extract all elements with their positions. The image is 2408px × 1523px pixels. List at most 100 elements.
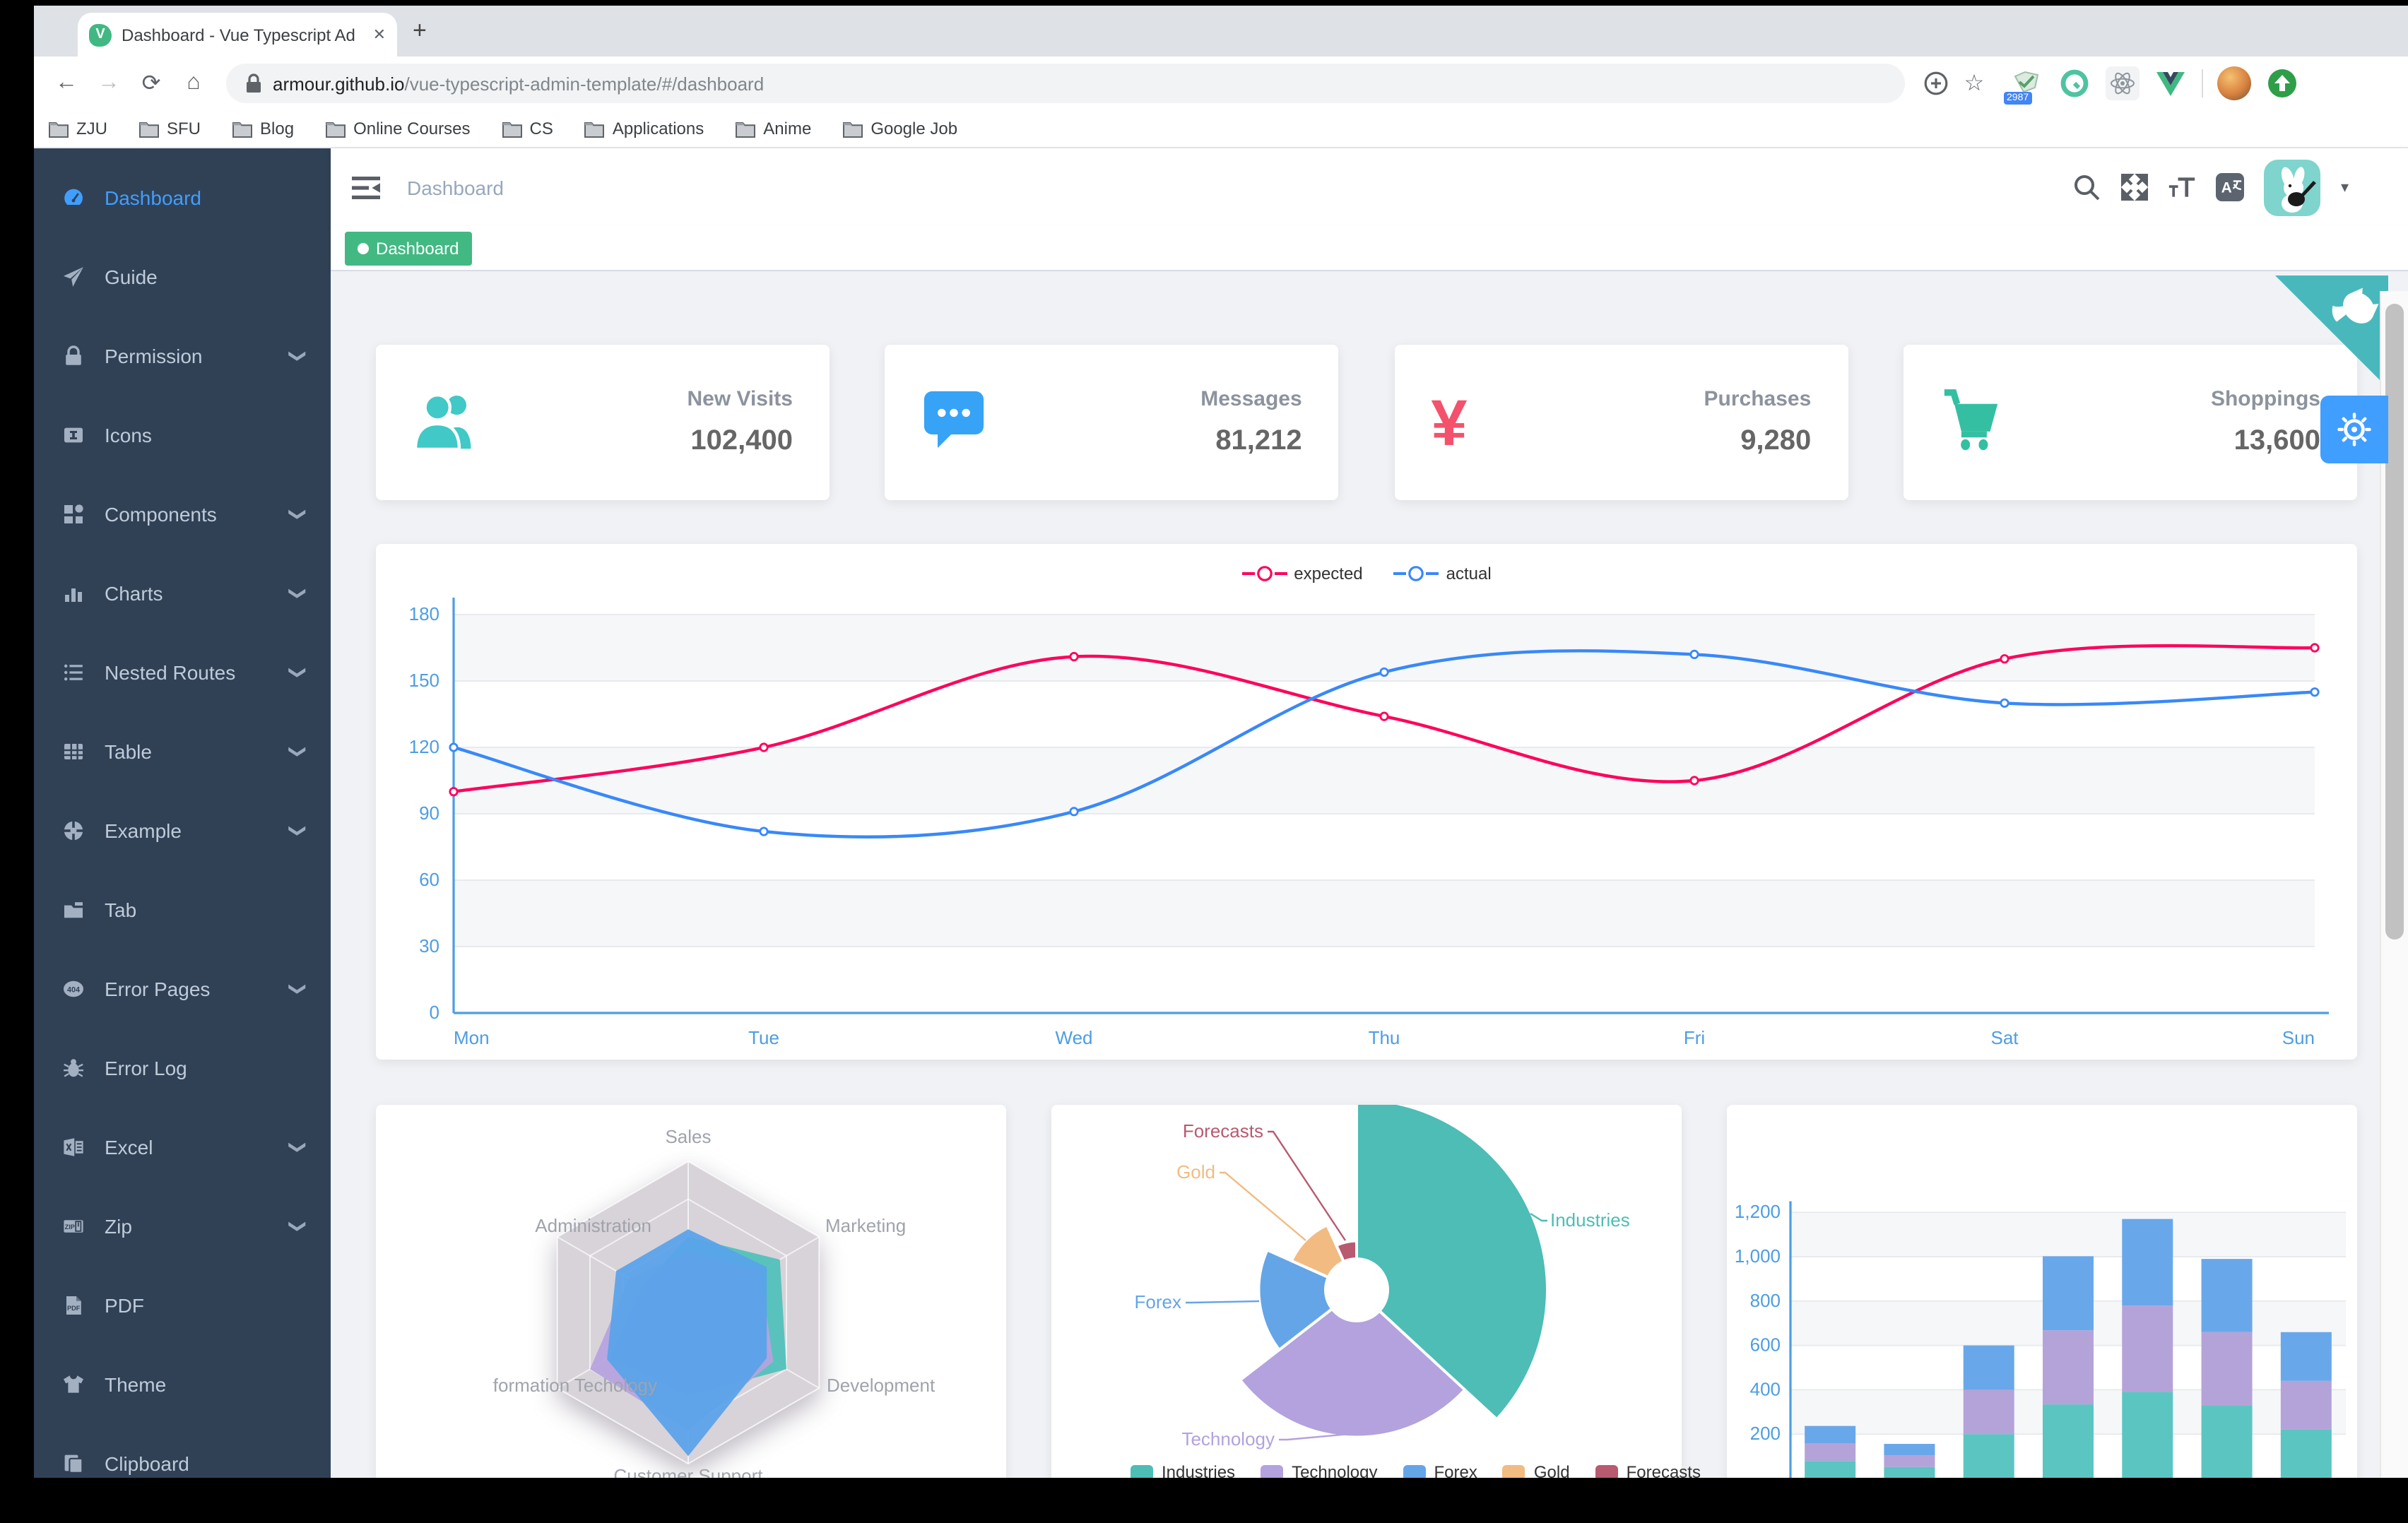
update-arrow-icon[interactable] (2265, 66, 2299, 100)
sidebar-item-components[interactable]: Components ❯ (34, 475, 331, 554)
folder-icon (139, 122, 159, 137)
card-label: New Visits (687, 387, 793, 411)
svg-text:PDF: PDF (67, 1305, 81, 1312)
bookmark-label: ZJU (76, 119, 107, 138)
bookmark-star-icon[interactable]: ☆ (1964, 72, 1985, 96)
radar-axis-label: Marketing (825, 1215, 906, 1236)
avatar-caret-icon[interactable]: ▾ (2340, 179, 2349, 196)
home-icon[interactable]: ⌂ (187, 71, 201, 95)
react-devtools-icon[interactable] (2106, 66, 2140, 100)
sidebar-item-label: Components (105, 503, 217, 526)
sidebar-item-permission[interactable]: Permission ❯ (34, 316, 331, 396)
translate-icon[interactable]: A (2216, 173, 2245, 201)
legend-item-expected[interactable]: expected (1241, 564, 1363, 583)
new-tab-button[interactable]: + (413, 17, 427, 44)
lock-icon (62, 345, 85, 367)
sidebar-item-example[interactable]: Example ❯ (34, 791, 331, 870)
pie-legend-item[interactable]: Gold (1502, 1462, 1570, 1478)
stat-card-new-visits[interactable]: New Visits 102,400 (376, 345, 830, 500)
sidebar-item-dashboard[interactable]: Dashboard (34, 158, 331, 237)
hamburger-icon[interactable] (350, 172, 382, 203)
svg-text:1,200: 1,200 (1735, 1201, 1781, 1222)
legend-item-actual[interactable]: actual (1393, 564, 1492, 583)
card-value: 13,600 (2233, 425, 2320, 456)
sidebar-item-label: Zip (105, 1215, 132, 1238)
url-bar[interactable]: armour.github.io/vue-typescript-admin-te… (226, 64, 1905, 103)
svg-text:Sun: Sun (2282, 1027, 2315, 1048)
sidebar-item-table[interactable]: Table ❯ (34, 712, 331, 791)
main-area: Dashboard (331, 148, 2408, 1478)
text-size-icon[interactable] (2168, 173, 2197, 201)
stat-card-messages[interactable]: Messages 81,212 (885, 345, 1339, 500)
extension-badge: 2987 (2004, 92, 2032, 105)
tag-label: Dashboard (376, 238, 459, 258)
forward-icon[interactable]: → (98, 71, 120, 95)
bookmark-item[interactable]: Blog (232, 119, 294, 138)
sidebar-item-icons[interactable]: Icons (34, 396, 331, 475)
dashboard-content: New Visits 102,400 Messages 81,212 ¥ Purchase… (331, 271, 2408, 1478)
chevron-down-icon: ❯ (288, 506, 308, 522)
bookmark-item[interactable]: ZJU (48, 119, 107, 138)
bookmark-label: Blog (260, 119, 295, 138)
folder-icon (49, 122, 69, 137)
page-scrollbar[interactable] (2380, 291, 2408, 1478)
bookmark-item[interactable]: Anime (735, 119, 811, 138)
search-icon[interactable] (2072, 173, 2101, 201)
svg-text:Wed: Wed (1056, 1027, 1093, 1048)
svg-text:404: 404 (67, 985, 80, 994)
back-icon[interactable]: ← (55, 71, 78, 95)
user-avatar[interactable] (2264, 159, 2321, 215)
sidebar-item-pdf[interactable]: PDF PDF (34, 1266, 331, 1345)
reload-icon[interactable]: ⟳ (141, 72, 161, 96)
svg-text:ZIP: ZIP (65, 1223, 75, 1231)
fullscreen-icon[interactable] (2120, 173, 2149, 201)
sidebar-item-error-pages[interactable]: 404 Error Pages ❯ (34, 949, 331, 1029)
money-icon: ¥ (1431, 386, 1468, 459)
settings-gear-button[interactable] (2320, 396, 2388, 463)
browser-toolbar: ← → ⟳ ⌂ armour.github.io/vue-typescript-… (34, 57, 2408, 110)
chevron-down-icon: ❯ (288, 1139, 308, 1155)
zoom-plus-icon[interactable] (1919, 66, 1953, 100)
bookmark-item[interactable]: CS (502, 119, 553, 138)
radar-axis-label: Development (827, 1375, 936, 1396)
github-corner[interactable] (2275, 275, 2388, 389)
pie-slice-label: Technology (1181, 1428, 1275, 1450)
svg-text:180: 180 (409, 603, 439, 624)
pie-legend-item[interactable]: Forecasts (1595, 1462, 1701, 1478)
chevron-down-icon: ❯ (288, 981, 308, 997)
bookmark-item[interactable]: Applications (584, 119, 704, 138)
tag-dashboard[interactable]: Dashboard (345, 231, 472, 265)
sidebar-item-theme[interactable]: Theme (34, 1345, 331, 1424)
sidebar-item-excel[interactable]: Excel ❯ (34, 1108, 331, 1187)
pie-legend-item[interactable]: Forex (1403, 1462, 1477, 1478)
chevron-down-icon: ❯ (288, 1219, 308, 1234)
sidebar-item-tab[interactable]: Tab (34, 870, 331, 949)
sidebar-item-nested-routes[interactable]: Nested Routes ❯ (34, 633, 331, 712)
sidebar-item-zip[interactable]: ZIP Zip ❯ (34, 1187, 331, 1266)
vue-devtools-icon[interactable] (2154, 66, 2188, 100)
sidebar-item-guide[interactable]: Guide (34, 237, 331, 316)
sidebar-item-error-log[interactable]: Error Log (34, 1029, 331, 1108)
app-root: Dashboard Guide Permission ❯ Icons Components… (34, 148, 2408, 1478)
browser-tab[interactable]: V Dashboard - Vue Typescript Ad ✕ (78, 13, 397, 57)
stat-card-purchases[interactable]: ¥ Purchases 9,280 (1394, 345, 1848, 500)
bookmark-item[interactable]: SFU (138, 119, 201, 138)
bookmark-item[interactable]: Google Job (842, 119, 957, 138)
folder-icon (502, 122, 522, 137)
bookmark-item[interactable]: Online Courses (325, 119, 471, 138)
extension-ring-icon[interactable] (2058, 66, 2091, 100)
radar-chart-panel: Sales Marketing Development Customer Suppor… (376, 1105, 1006, 1478)
chevron-down-icon: ❯ (288, 586, 308, 601)
pie-legend-item[interactable]: Industries (1131, 1462, 1235, 1478)
tab-close-icon[interactable]: ✕ (372, 27, 386, 44)
extension-counter-icon[interactable]: 2987 (2004, 66, 2043, 105)
sidebar-item-charts[interactable]: Charts ❯ (34, 554, 331, 633)
scrollbar-thumb[interactable] (2385, 304, 2404, 940)
pie-legend-item[interactable]: Technology (1261, 1462, 1378, 1478)
svg-text:30: 30 (419, 935, 439, 956)
url-host: armour.github.io (273, 73, 405, 94)
svg-text:150: 150 (409, 670, 439, 691)
svg-text:200: 200 (1750, 1423, 1781, 1444)
sidebar-item-clipboard[interactable]: Clipboard (34, 1424, 331, 1478)
browser-profile-avatar[interactable] (2217, 66, 2251, 100)
